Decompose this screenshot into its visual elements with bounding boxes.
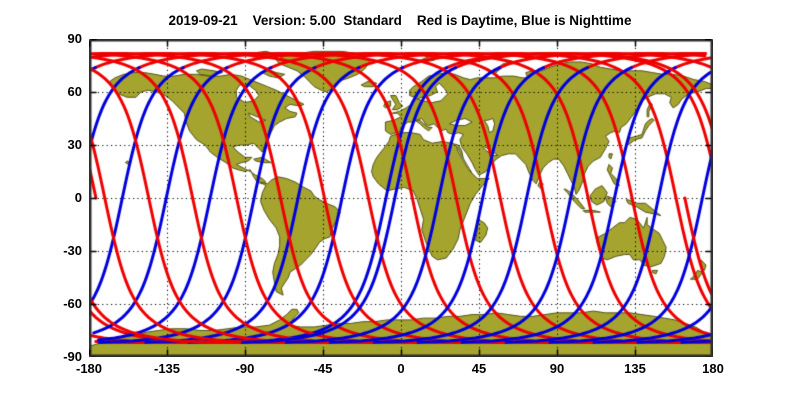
y-tick-label: -90 bbox=[63, 349, 82, 364]
x-tick-label: 180 bbox=[702, 361, 724, 376]
y-tick-label: 90 bbox=[67, 31, 82, 46]
x-tick-label: -45 bbox=[313, 361, 333, 376]
y-tick-label: -30 bbox=[63, 243, 82, 258]
x-tick-label: 45 bbox=[471, 361, 487, 376]
x-tick-label: 135 bbox=[624, 361, 646, 376]
x-tick-label: 90 bbox=[549, 361, 565, 376]
y-tick-label: 60 bbox=[67, 84, 82, 99]
x-tick-label: -180 bbox=[75, 361, 103, 376]
y-tick-label: -60 bbox=[63, 296, 82, 311]
y-tick-label: 0 bbox=[74, 190, 82, 205]
y-tick-label: 30 bbox=[67, 137, 82, 152]
chart-title: 2019-09-21 Version: 5.00 Standard Red is… bbox=[168, 13, 632, 28]
x-tick-label: -135 bbox=[153, 361, 181, 376]
world-map-groundtrack-canvas bbox=[89, 39, 713, 357]
x-tick-label: 0 bbox=[397, 361, 405, 376]
x-tick-label: -90 bbox=[235, 361, 255, 376]
